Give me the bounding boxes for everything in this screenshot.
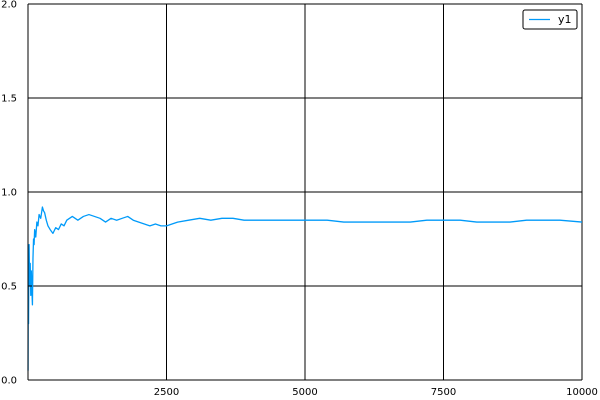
x-tick-label: 5000 [292,387,317,398]
series-layer [27,206,583,371]
y-tick-label: 0.0 [1,376,17,387]
legend: y1 [522,9,578,30]
y-tick-label: 1.5 [1,94,17,105]
y-tick-label: 2.0 [1,0,17,11]
x-tick-labels: 2500 5000 7500 10000 [154,387,598,398]
x-tick-label: 2500 [154,387,179,398]
x-tick-label: 7500 [431,387,456,398]
x-tick-label: 10000 [566,387,598,398]
y-tick-labels: 0.0 0.5 1.0 1.5 2.0 [1,0,17,387]
y-tick-label: 0.5 [1,282,17,293]
series-line-y1 [27,206,583,371]
y-tick-label: 1.0 [1,188,17,199]
legend-label-y1: y1 [558,13,572,26]
axes [27,3,583,381]
